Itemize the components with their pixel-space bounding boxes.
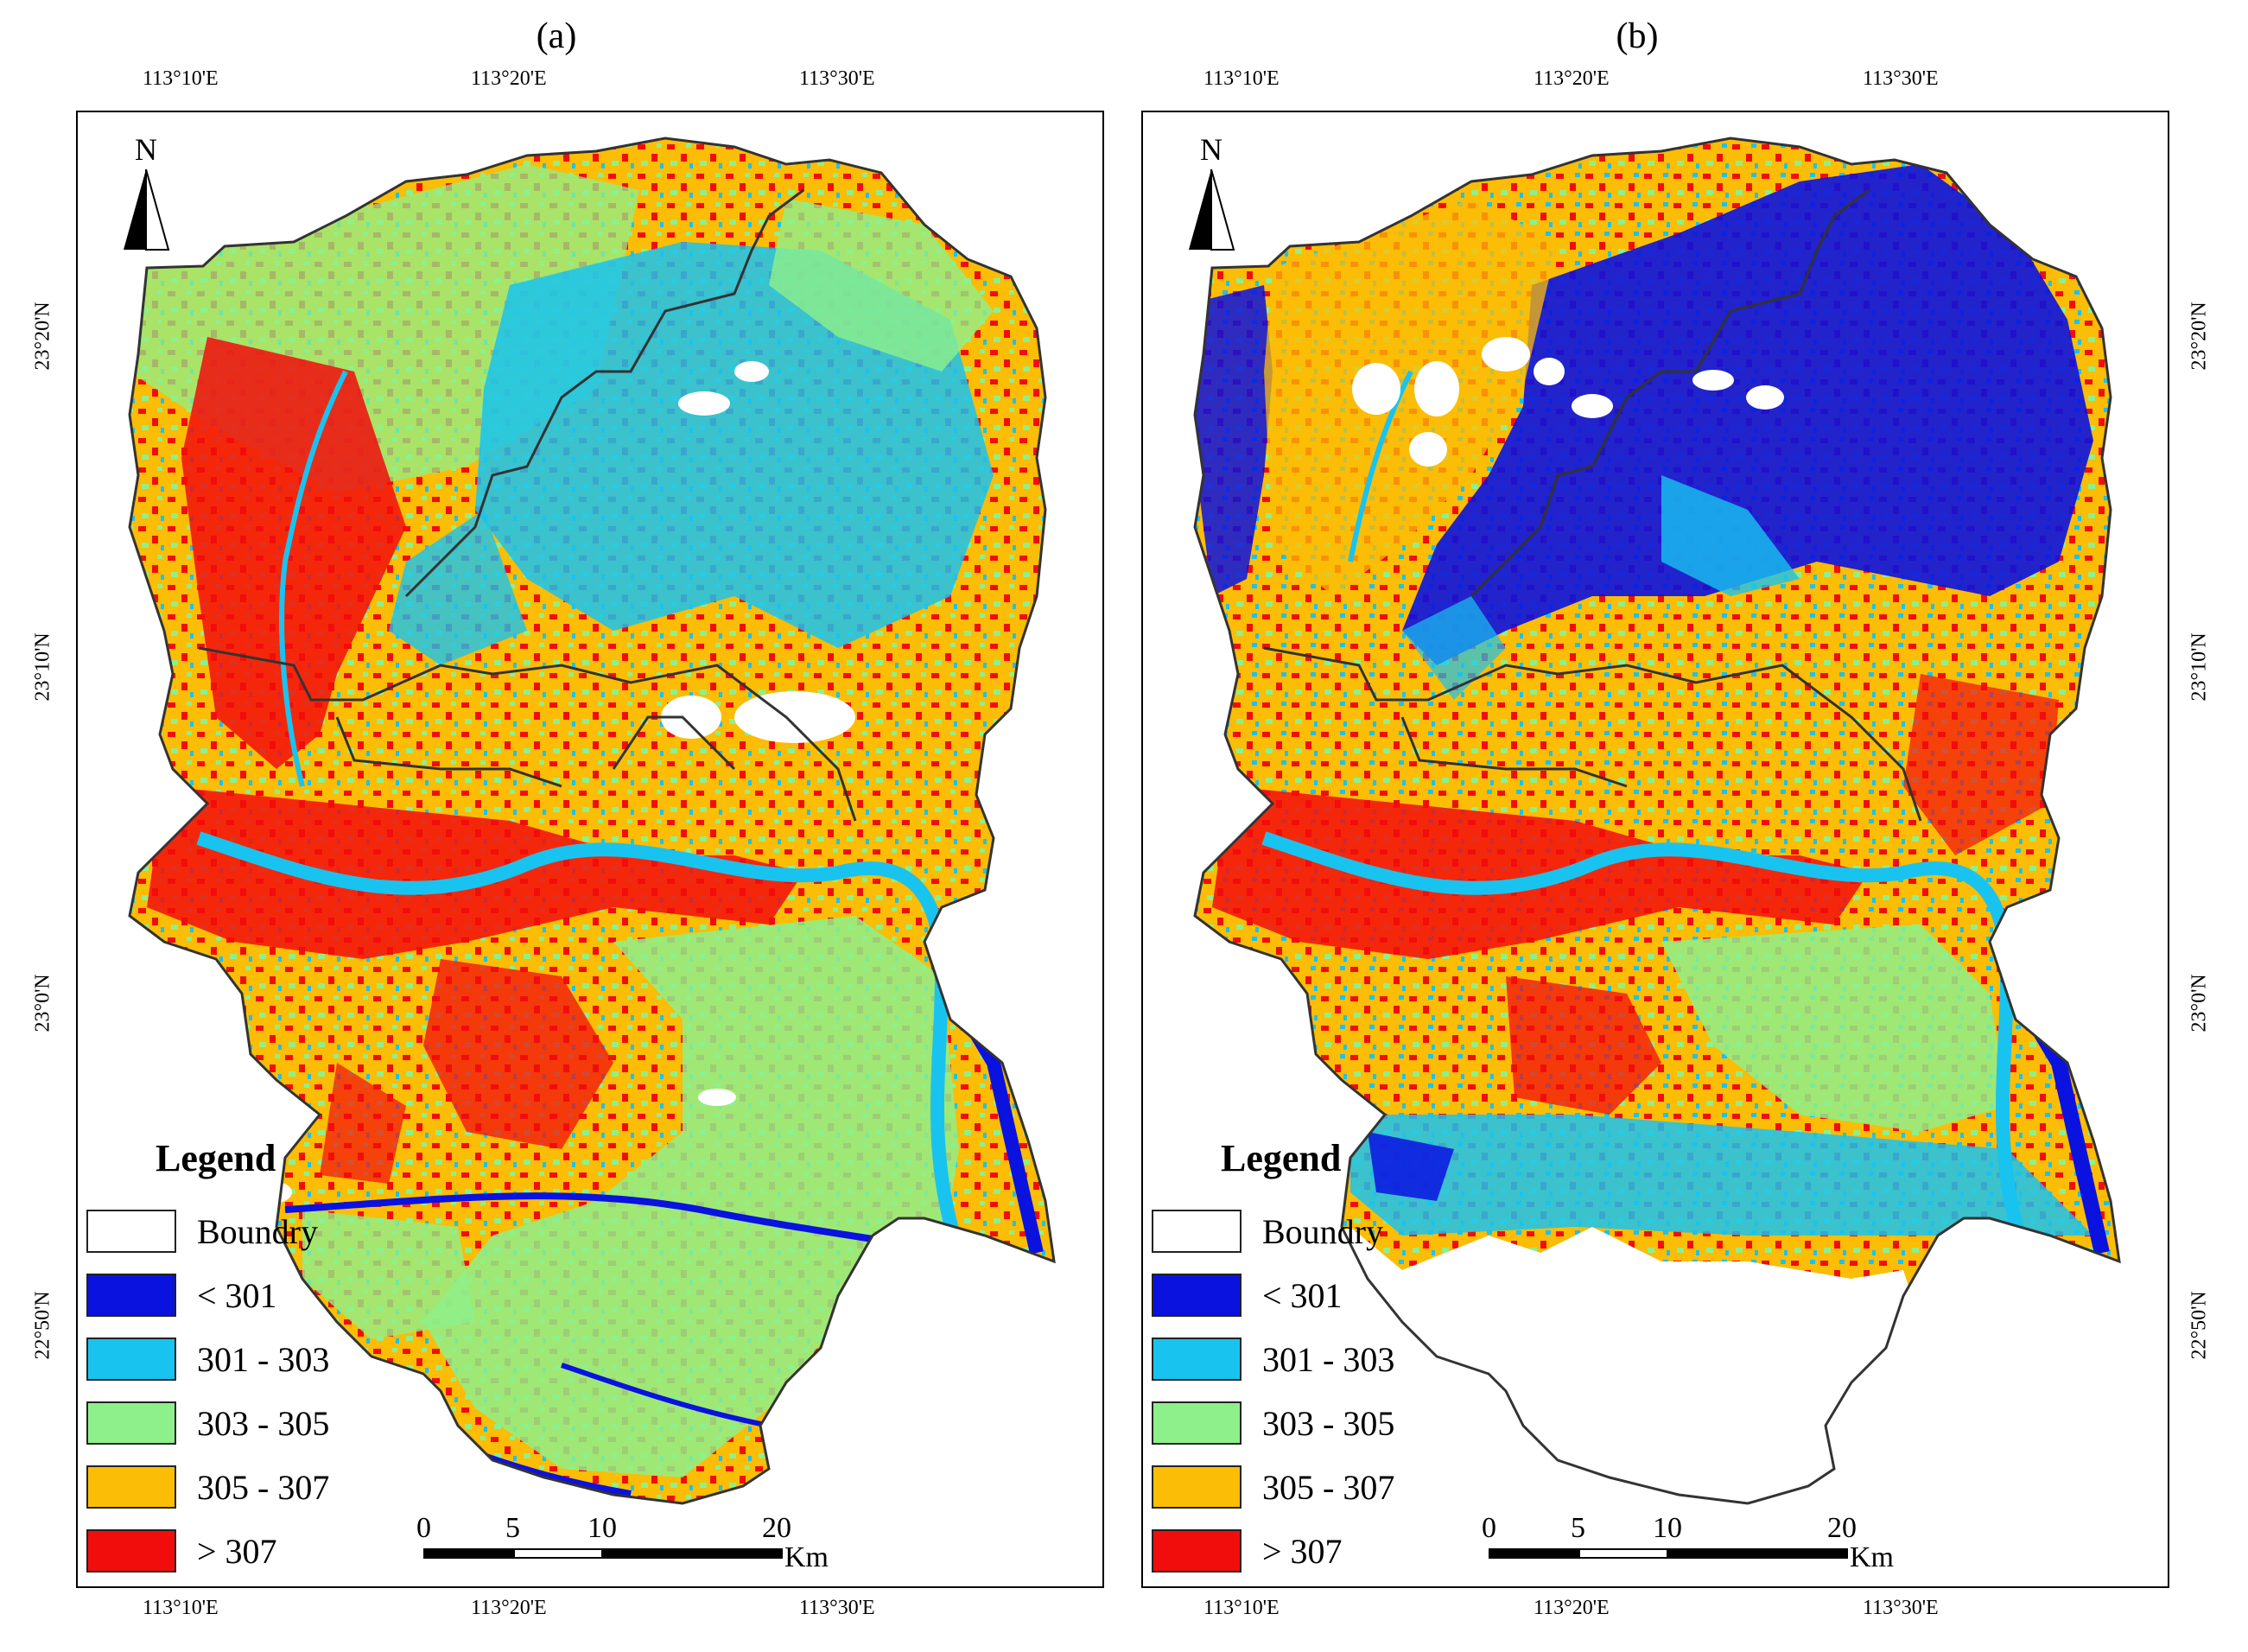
legend-item: < 301 <box>86 1263 329 1327</box>
legend-swatch <box>86 1337 176 1381</box>
legend-swatch <box>1152 1529 1241 1573</box>
bottom-lon-tick: 113°10'E <box>1203 1597 1280 1619</box>
legend-swatch <box>86 1210 176 1253</box>
study-area-boundary <box>128 137 1056 1505</box>
bottom-lon-tick: 113°10'E <box>143 1597 219 1619</box>
legend: Legend Boundry < 301 301 - 303 303 - 305… <box>86 1136 329 1583</box>
legend-swatch <box>1152 1274 1241 1317</box>
bottom-lon-tick: 113°20'E <box>1534 1597 1610 1619</box>
top-lon-tick: 113°20'E <box>471 67 547 90</box>
legend: Legend Boundry < 301 301 - 303 303 - 305… <box>1152 1136 1394 1583</box>
legend-swatch <box>86 1529 176 1573</box>
legend-swatch <box>1152 1401 1241 1445</box>
panel-label: (a) <box>536 16 577 56</box>
legend-item: 303 - 305 <box>1152 1391 1394 1455</box>
legend-swatch <box>86 1274 176 1317</box>
legend-title: Legend <box>156 1137 276 1179</box>
study-area-boundary <box>1193 137 2121 1505</box>
right-lat-tick: 23°0'N <box>2188 974 2211 1032</box>
bottom-lon-tick: 113°30'E <box>1863 1597 1939 1619</box>
scale-segment <box>1578 1548 1668 1559</box>
legend-item: 301 - 303 <box>1152 1327 1394 1391</box>
scale-segment <box>1668 1548 1848 1559</box>
top-lon-tick: 113°30'E <box>799 67 875 90</box>
legend-item: > 307 <box>86 1519 329 1583</box>
legend-item: Boundry <box>86 1199 329 1263</box>
legend-item: 301 - 303 <box>86 1327 329 1391</box>
top-lon-tick: 113°30'E <box>1863 67 1939 90</box>
legend-swatch <box>86 1465 176 1509</box>
right-lat-tick: 23°10'N <box>2188 632 2211 702</box>
legend-item: 305 - 307 <box>86 1455 329 1519</box>
top-lon-tick: 113°20'E <box>1534 67 1610 90</box>
north-arrow-icon <box>1189 168 1235 251</box>
north-arrow-icon <box>124 168 170 251</box>
right-lat-tick: 22°50'N <box>2188 1291 2211 1360</box>
north-arrow: N <box>116 131 176 258</box>
legend-swatch <box>86 1401 176 1445</box>
lst-map-a <box>128 137 1056 1505</box>
scale-segment <box>513 1548 603 1559</box>
map-frame: N Legend Boundry < 301 301 - 303 3 <box>1141 111 2169 1588</box>
legend-item: Boundry <box>1152 1199 1394 1263</box>
bottom-lon-tick: 113°20'E <box>471 1597 547 1619</box>
legend-swatch <box>1152 1210 1241 1253</box>
lst-map-b <box>1193 137 2121 1505</box>
top-lon-tick: 113°10'E <box>1203 67 1280 90</box>
scale-segment <box>423 1548 513 1559</box>
bottom-lon-tick: 113°30'E <box>799 1597 875 1619</box>
scale-bar: 0 5 10 20 Km <box>416 1512 829 1573</box>
left-lat-tick: 23°20'N <box>31 302 54 371</box>
scale-segment <box>603 1548 783 1559</box>
left-lat-tick: 23°0'N <box>31 974 54 1032</box>
left-lat-tick: 22°50'N <box>31 1291 54 1360</box>
legend-item: 305 - 307 <box>1152 1455 1394 1519</box>
legend-item: > 307 <box>1152 1519 1394 1583</box>
panel-label: (b) <box>1616 16 1659 56</box>
legend-swatch <box>1152 1337 1241 1381</box>
scale-segment <box>1489 1548 1578 1559</box>
legend-item: < 301 <box>1152 1263 1394 1327</box>
legend-swatch <box>1152 1465 1241 1509</box>
map-frame: N Legend Boundry < 301 301 - 303 3 <box>76 111 1104 1588</box>
top-lon-tick: 113°10'E <box>143 67 219 90</box>
left-lat-tick: 23°10'N <box>31 632 54 702</box>
north-arrow: N <box>1181 131 1241 258</box>
scale-bar: 0 5 10 20 Km <box>1482 1512 1894 1573</box>
right-lat-tick: 23°20'N <box>2188 302 2211 371</box>
legend-title: Legend <box>1221 1137 1342 1179</box>
legend-item: 303 - 305 <box>86 1391 329 1455</box>
